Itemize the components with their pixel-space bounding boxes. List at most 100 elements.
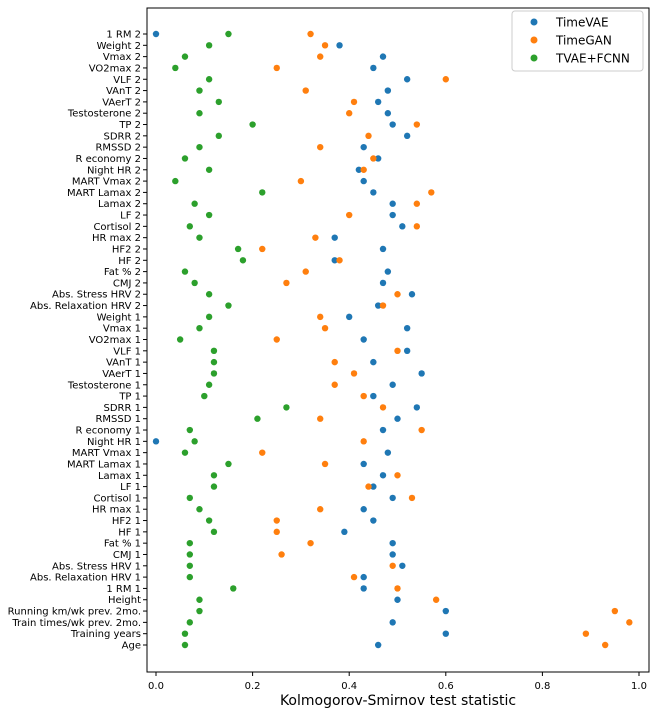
point-tvae-fcnn [196,506,203,513]
point-timegan [379,302,387,309]
y-tick-label: HR max 2 [92,233,141,244]
point-timevae [331,257,338,264]
point-timegan [360,438,367,445]
y-tick-label: Fat % 1 [104,539,141,550]
point-tvae-fcnn [186,562,194,569]
point-timegan [350,98,358,106]
point-tvae-fcnn [239,257,247,264]
point-timegan [413,200,421,207]
point-tvae-fcnn [186,223,194,230]
point-timevae [399,562,406,569]
point-timevae [379,53,387,60]
point-timegan [302,87,309,94]
y-tick-label: VAerT 1 [102,369,141,380]
y-tick-label: Testosterone 1 [67,380,141,391]
point-timevae [336,42,343,49]
point-timevae [374,641,382,649]
point-timevae [389,121,396,128]
point-timegan [312,234,319,241]
y-tick-label: VLF 2 [113,75,141,86]
point-tvae-fcnn [176,336,184,343]
point-tvae-fcnn [205,166,213,173]
legend-marker [530,18,538,26]
y-tick-label: CMJ 1 [113,550,141,561]
y-tick-label: RMSSD 2 [95,143,141,154]
point-timevae [370,358,377,366]
y-tick-label: MART Vmax 2 [72,177,141,188]
x-tick-label: 0.6 [438,681,454,692]
legend-label: TimeVAE [555,16,609,30]
point-timegan [278,551,285,558]
y-tick-label: VO2max 1 [89,335,141,346]
point-timegan [317,53,324,60]
x-axis: 0.0 0.2 0.4 0.6 0.8 1.0 [148,672,647,692]
point-timegan [307,30,314,38]
point-tvae-fcnn [210,472,218,479]
x-tick-label: 0.0 [148,681,164,692]
y-tick-label: Running km/wk prev. 2mo. [8,607,141,618]
point-timevae [389,619,396,626]
y-tick-label: HF2 1 [112,516,141,527]
y-tick-label: RMSSD 1 [95,414,141,425]
y-tick-label: HF 2 [118,256,141,267]
point-timevae [360,585,367,592]
point-timegan [297,177,305,185]
point-tvae-fcnn [196,607,203,615]
point-timevae [442,630,449,637]
point-timevae [379,472,387,479]
point-tvae-fcnn [196,143,203,151]
y-tick-label: CMJ 2 [113,278,141,289]
point-timevae [360,336,367,343]
y-tick-label: Vmax 2 [103,52,141,63]
point-tvae-fcnn [230,585,237,592]
legend-label: TVAE+FCNN [555,52,630,66]
point-timegan [365,483,372,490]
y-tick-label: SDRR 1 [104,403,142,414]
point-tvae-fcnn [249,121,256,128]
y-tick-label: Weight 1 [97,312,141,323]
point-timevae [379,245,387,253]
point-timegan [273,528,280,536]
point-tvae-fcnn [181,449,189,456]
y-tick-label: HF2 2 [112,244,141,255]
point-timegan [389,562,396,569]
point-timevae [389,211,396,219]
point-timegan [321,460,329,468]
point-timevae [374,98,382,106]
y-tick-label: Lamax 2 [98,199,141,210]
point-tvae-fcnn [181,53,189,60]
point-timegan [331,381,338,388]
point-tvae-fcnn [210,358,218,366]
point-timegan [346,110,353,117]
point-timevae [355,166,363,173]
point-timevae [389,381,396,388]
point-tvae-fcnn [186,494,194,502]
legend-label: TimeGAN [555,34,612,48]
y-tick-label: MART Lamax 1 [67,459,141,470]
point-timegan [317,415,324,422]
point-tvae-fcnn [210,483,218,490]
point-tvae-fcnn [172,64,179,72]
y-tick-label: TP 2 [118,120,141,131]
point-tvae-fcnn [191,279,198,287]
point-timegan [413,121,421,128]
point-timegan [379,404,387,411]
y-tick-label: Abs. Relaxation HRV 1 [30,573,141,584]
point-tvae-fcnn [259,189,266,196]
y-tick-label: Testosterone 2 [67,109,141,120]
y-tick-label: VO2max 2 [89,63,141,74]
data-points [152,30,633,649]
point-tvae-fcnn [225,302,232,309]
point-timevae [360,177,367,185]
point-tvae-fcnn [186,573,194,581]
y-tick-label: VAerT 2 [102,97,141,108]
point-timevae [399,223,406,230]
y-tick-label: Age [122,641,141,652]
point-timevae [389,551,396,558]
point-timevae [389,494,396,502]
point-timegan [365,132,372,140]
point-timegan [259,245,266,253]
point-timegan [273,336,280,343]
y-tick-label: VAnT 2 [106,86,141,97]
